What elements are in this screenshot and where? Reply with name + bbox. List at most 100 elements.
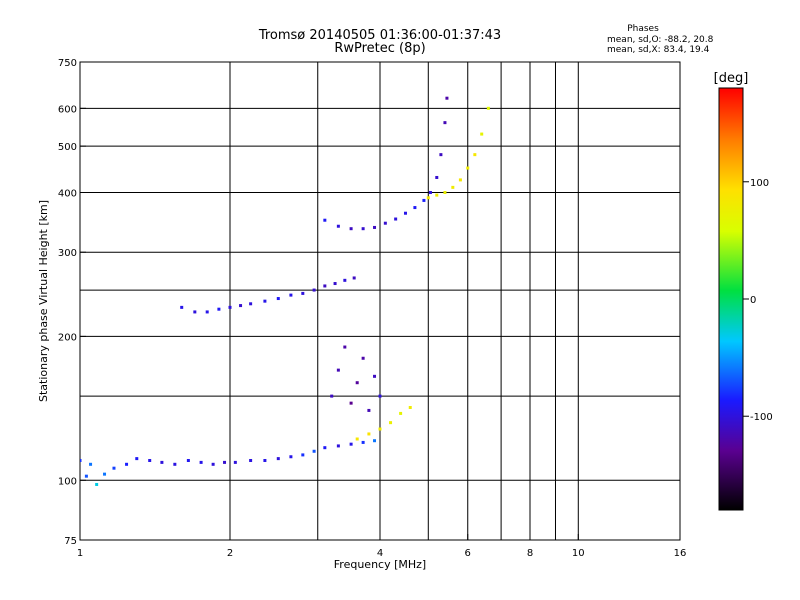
data-point [435, 193, 439, 197]
y-tick-label: 400 [58, 188, 77, 199]
data-point [367, 408, 371, 412]
data-point [486, 106, 490, 110]
data-point [148, 458, 152, 462]
data-point [336, 224, 340, 228]
data-point [125, 462, 129, 466]
data-point [458, 178, 462, 182]
data-point [249, 458, 253, 462]
x-axis-label: Frequency [MHz] [334, 558, 426, 571]
data-point [473, 153, 477, 157]
y-tick-label: 500 [58, 142, 77, 153]
x-tick-label: 2 [227, 548, 233, 559]
data-point [445, 96, 449, 100]
data-point [180, 305, 184, 309]
data-point [355, 437, 359, 441]
data-point [103, 472, 107, 476]
data-point [349, 442, 353, 446]
grid-lines [80, 62, 680, 540]
data-point [301, 453, 305, 457]
data-point [343, 345, 347, 349]
x-tick-label: 6 [465, 548, 471, 559]
data-point [211, 462, 215, 466]
data-point [112, 466, 116, 470]
chart-title: Tromsø 20140505 01:36:00-01:37:43 [258, 28, 501, 43]
data-point [451, 185, 455, 189]
legend-line-o: mean, sd,O: -88.2, 20.8 [607, 35, 714, 45]
data-point [428, 190, 432, 194]
colorbar-label: [deg] [714, 71, 749, 86]
data-point [239, 304, 243, 308]
y-tick-label: 750 [58, 58, 77, 69]
data-point [95, 482, 99, 486]
data-point [399, 411, 403, 415]
data-point [312, 288, 316, 292]
y-tick-label: 600 [58, 104, 77, 115]
data-point [361, 440, 365, 444]
x-tick-label: 16 [674, 548, 687, 559]
data-point [263, 458, 267, 462]
data-point [373, 225, 377, 229]
data-point [349, 227, 353, 231]
data-point [233, 460, 237, 464]
data-point [205, 310, 209, 314]
data-point [323, 284, 327, 288]
data-point [323, 218, 327, 222]
data-point [336, 368, 340, 372]
colorbar-tick-label: 100 [750, 178, 769, 189]
data-point [403, 211, 407, 215]
data-point [289, 455, 293, 459]
x-tick-label: 4 [377, 548, 383, 559]
colorbar-tick-label: -100 [750, 412, 773, 423]
data-point [312, 449, 316, 453]
data-point [333, 282, 337, 286]
data-point [173, 462, 177, 466]
data-point [343, 278, 347, 282]
data-point [330, 394, 334, 398]
data-point [135, 457, 139, 461]
chart-subtitle: RwPretec (8p) [334, 41, 425, 56]
y-tick-label: 200 [58, 332, 77, 343]
data-point [422, 198, 426, 202]
colorbar-tick-label: 0 [750, 295, 756, 306]
colorbar [718, 87, 744, 511]
data-point [289, 293, 293, 297]
legend-title: Phases [627, 24, 659, 34]
data-point [408, 405, 412, 409]
data-point [394, 217, 398, 221]
data-point [228, 305, 232, 309]
data-point [426, 196, 430, 200]
colorbar-ticks: 100 0 -100 [743, 178, 773, 423]
data-point [367, 432, 371, 436]
data-point [217, 307, 221, 311]
data-point [80, 458, 82, 462]
data-point [361, 356, 365, 360]
y-tick-label: 300 [58, 248, 77, 259]
x-tick-label: 10 [572, 548, 585, 559]
data-point [383, 221, 387, 225]
data-point [249, 302, 253, 306]
data-point [435, 175, 439, 179]
data-point [355, 381, 359, 385]
data-point [378, 394, 382, 398]
y-axis-label: Stationary phase Virtual Height [km] [37, 200, 50, 402]
data-point [439, 153, 443, 157]
data-point [373, 439, 377, 443]
data-point [378, 427, 382, 431]
legend-line-x: mean, sd,X: 83.4, 19.4 [607, 45, 710, 55]
y-tick-label: 75 [64, 536, 77, 547]
y-axis-ticks: 75 100 200 300 400 500 600 750 [58, 58, 86, 547]
data-point [373, 374, 377, 378]
x-axis-ticks: 1 2 4 6 8 10 16 [77, 534, 687, 559]
data-point [323, 446, 327, 450]
data-point [263, 299, 267, 303]
data-point [199, 460, 203, 464]
data-point [89, 462, 93, 466]
y-tick-label: 100 [58, 476, 77, 487]
data-point [389, 421, 393, 425]
data-point [466, 166, 470, 170]
data-point [276, 457, 280, 461]
data-point [443, 190, 447, 194]
scatter-points [80, 96, 490, 486]
data-point [301, 291, 305, 295]
